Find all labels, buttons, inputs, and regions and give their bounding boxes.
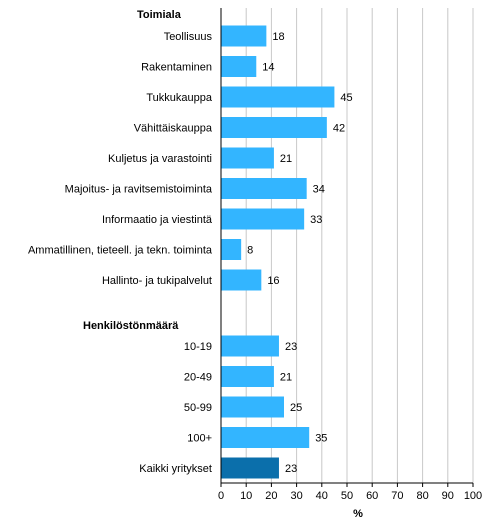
section-title: Henkilöstönmäärä: [83, 320, 179, 332]
category-label: Hallinto- ja tukipalvelut: [102, 275, 212, 287]
data-label: 33: [310, 214, 322, 226]
category-label: Vähittäiskauppa: [134, 123, 213, 135]
category-label: Majoitus- ja ravitsemistoiminta: [65, 184, 213, 196]
x-tick-label: 80: [416, 490, 428, 502]
category-label: Kaikki yritykset: [139, 463, 212, 475]
x-tick-label: 30: [290, 490, 302, 502]
x-tick-label: 20: [265, 490, 277, 502]
bar: [221, 56, 257, 77]
bars: [221, 25, 335, 479]
data-label: 21: [280, 153, 292, 165]
category-label: Kuljetus ja varastointi: [108, 153, 212, 165]
bar: [221, 25, 267, 47]
bar: [221, 457, 279, 479]
data-label: 18: [272, 31, 284, 43]
data-label: 42: [333, 123, 345, 135]
bar: [221, 208, 305, 230]
category-label: 20-49: [184, 372, 212, 384]
bar: [221, 86, 335, 108]
bar: [221, 147, 274, 169]
category-label: Rakentaminen: [141, 62, 212, 74]
x-axis-title: %: [353, 508, 363, 520]
data-label: 23: [285, 463, 297, 475]
x-tick-label: 10: [240, 490, 252, 502]
category-label: Ammatillinen, tieteell. ja tekn. toimint…: [28, 245, 213, 257]
data-label: 45: [340, 92, 352, 104]
x-tick-label: 0: [218, 490, 224, 502]
data-label: 21: [280, 372, 292, 384]
x-tick-label: 50: [341, 490, 353, 502]
category-label: 50-99: [184, 402, 212, 414]
data-label: 35: [315, 433, 327, 445]
data-label: 23: [285, 341, 297, 353]
category-labels: Toimiala Teollisuus 18 Rakentaminen 14 Tukkuk…: [28, 9, 353, 475]
x-tick-label: 70: [391, 490, 403, 502]
bar: [221, 427, 310, 448]
bar: [221, 117, 327, 138]
section-title: Toimiala: [137, 9, 182, 21]
bar: [221, 239, 242, 260]
category-label: Tukkukauppa: [146, 92, 213, 104]
category-label: 100+: [187, 433, 212, 445]
category-label: 10-19: [184, 341, 212, 353]
data-label: 34: [313, 184, 325, 196]
x-tick-label: 60: [366, 490, 378, 502]
category-label: Informaatio ja viestintä: [102, 214, 213, 226]
bar: [221, 335, 279, 357]
x-axis: 0 10 20 30 40 50 60 70 80 90 100%: [218, 8, 482, 520]
x-tick-label: 90: [442, 490, 454, 502]
bar: [221, 396, 284, 418]
x-tick-label: 100: [464, 490, 482, 502]
x-tick-label: 40: [316, 490, 328, 502]
data-label: 25: [290, 402, 302, 414]
data-label: 8: [247, 245, 253, 257]
bar: [221, 366, 274, 387]
bar: [221, 178, 307, 199]
data-label: 14: [262, 62, 274, 74]
category-label: Teollisuus: [164, 31, 213, 43]
bar: [221, 269, 262, 291]
data-label: 16: [267, 275, 279, 287]
